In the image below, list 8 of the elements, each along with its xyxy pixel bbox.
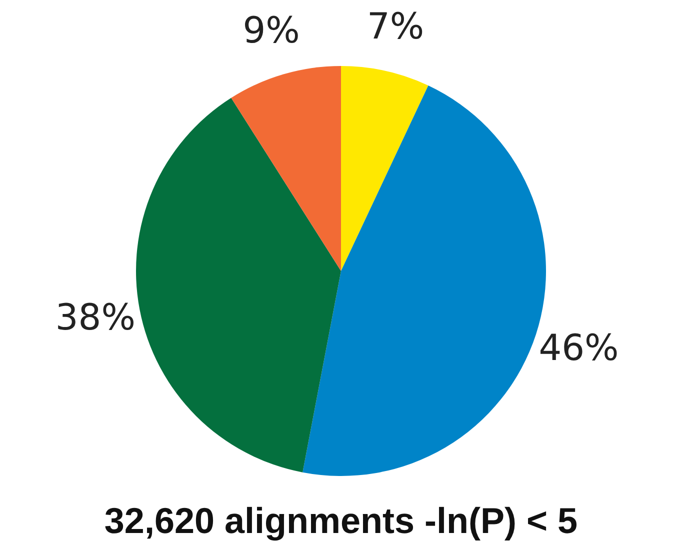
data-label: 9% (242, 10, 300, 52)
data-label: 38% (55, 297, 136, 338)
pie-slice (231, 66, 341, 271)
pie-slice (136, 98, 341, 472)
data-label: 7% (366, 6, 424, 48)
data-label: 46% (538, 328, 619, 369)
pie-slice (341, 66, 428, 271)
text: 32,620 alignments -ln(P) < 5 (104, 500, 578, 541)
